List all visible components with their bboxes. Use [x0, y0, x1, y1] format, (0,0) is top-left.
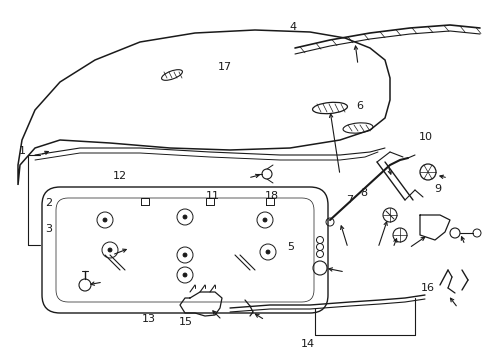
Text: 13: 13: [142, 314, 156, 324]
Circle shape: [183, 253, 186, 257]
Text: 15: 15: [179, 317, 192, 327]
Text: 4: 4: [289, 22, 296, 32]
Text: 3: 3: [45, 224, 52, 234]
Text: 7: 7: [346, 195, 352, 205]
Text: 5: 5: [287, 242, 294, 252]
Circle shape: [263, 218, 266, 222]
Text: 10: 10: [418, 132, 431, 142]
Text: 8: 8: [360, 188, 367, 198]
Text: 17: 17: [218, 62, 231, 72]
Text: 18: 18: [264, 191, 278, 201]
Circle shape: [103, 218, 107, 222]
Circle shape: [183, 273, 186, 277]
Text: 16: 16: [420, 283, 434, 293]
Circle shape: [183, 215, 186, 219]
Text: 12: 12: [113, 171, 126, 181]
Circle shape: [108, 248, 112, 252]
Text: 2: 2: [45, 198, 52, 208]
Circle shape: [265, 250, 269, 254]
Text: 9: 9: [433, 184, 440, 194]
Text: 11: 11: [205, 191, 219, 201]
Text: 14: 14: [301, 339, 314, 349]
Text: 1: 1: [19, 146, 25, 156]
Text: 6: 6: [355, 101, 362, 111]
